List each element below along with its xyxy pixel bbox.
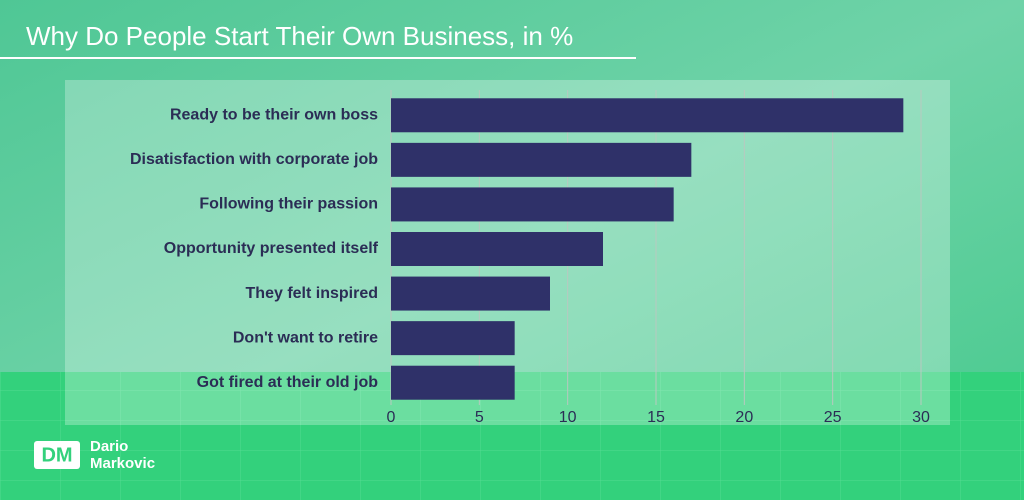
x-tick-label: 20: [735, 409, 753, 426]
y-tick-label: Don't want to retire: [233, 329, 378, 346]
bar: [391, 276, 550, 311]
x-tick-label: 10: [559, 409, 577, 426]
bar: [391, 365, 515, 400]
y-tick-label: Ready to be their own boss: [170, 107, 378, 124]
bar: [391, 187, 674, 222]
y-tick-label: Opportunity presented itself: [164, 240, 379, 257]
y-tick-label: Got fired at their old job: [197, 374, 379, 391]
x-tick-label: 30: [912, 409, 930, 426]
bar: [391, 98, 904, 133]
bar: [391, 232, 603, 266]
chart-title: Why Do People Start Their Own Business, …: [26, 21, 573, 51]
logo-box: [34, 441, 80, 469]
y-tick-label: They felt inspired: [246, 285, 378, 302]
x-tick-label: 5: [475, 409, 484, 426]
bar: [391, 321, 515, 356]
brand-name: Dario: [90, 438, 128, 455]
brand-name: Markovic: [90, 455, 155, 472]
y-tick-label: Following their passion: [199, 196, 378, 213]
bar: [391, 142, 692, 177]
x-tick-label: 0: [387, 409, 396, 426]
x-tick-label: 25: [824, 409, 842, 426]
logo: DM: [41, 444, 72, 466]
y-tick-label: Disatisfaction with corporate job: [130, 151, 378, 168]
x-tick-label: 15: [647, 409, 665, 426]
